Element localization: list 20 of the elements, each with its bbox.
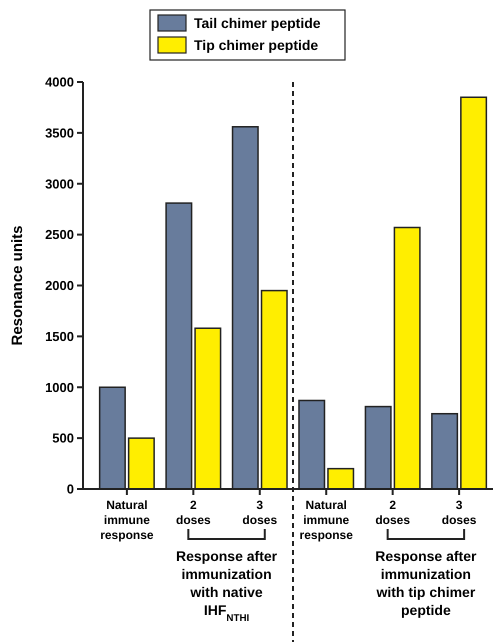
- x-tick-label: 3 doses: [242, 498, 278, 527]
- y-tick-label: 0: [66, 482, 74, 497]
- text: Response after immunization with tip chimer peptide: [375, 548, 478, 618]
- y-tick-label: 1000: [45, 380, 74, 395]
- legend-label: Tip chimer peptide: [194, 37, 318, 53]
- y-tick-label: 500: [52, 430, 74, 446]
- y-tick-label: 3500: [45, 125, 74, 140]
- y-tick-label: 4000: [45, 74, 74, 90]
- y-tick-label: 1500: [45, 328, 74, 344]
- legend-label: Tail chimer peptide: [194, 15, 321, 31]
- x-tick-label: 2 doses: [375, 498, 410, 527]
- y-axis-title: Resonance units: [9, 225, 26, 346]
- x-tick-label: Natural immune response: [100, 498, 154, 542]
- y-tick-label: 2500: [45, 227, 74, 242]
- x-tick-label: 3 doses: [442, 498, 477, 527]
- text: Response after immunization with native IHF$_{NTHI}$: [176, 548, 278, 624]
- x-tick-label: Natural immune response: [300, 498, 354, 542]
- x-tick-label: 2 doses: [176, 498, 211, 527]
- y-tick-label: 2000: [45, 278, 74, 294]
- y-tick-label: 3000: [45, 176, 74, 192]
